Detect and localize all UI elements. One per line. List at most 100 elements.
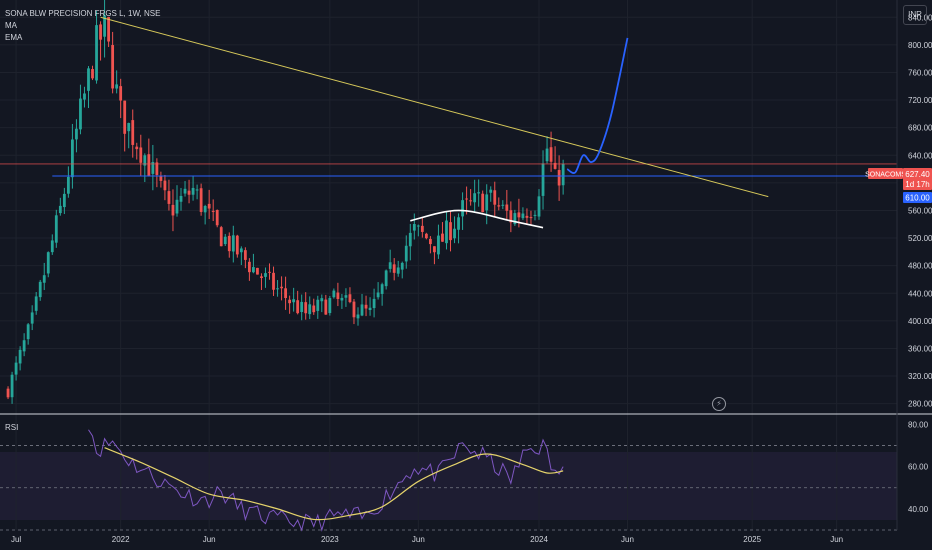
indicator-ma[interactable]: MA: [5, 21, 17, 30]
candle-body: [332, 290, 336, 298]
candle-body: [42, 275, 46, 283]
price-tick-label: 480.00: [908, 262, 932, 271]
candle-body: [469, 200, 473, 202]
candle-body: [340, 297, 344, 301]
candle-body: [428, 238, 432, 245]
candle-body: [71, 139, 74, 178]
candle-body: [320, 298, 324, 302]
candle-body: [10, 374, 14, 398]
currency-button[interactable]: INR: [903, 5, 927, 25]
candle-body: [195, 189, 199, 191]
rsi-label[interactable]: RSI: [5, 423, 19, 432]
candle-body: [95, 25, 98, 81]
price-axis[interactable]: 840.00800.00760.00720.00680.00640.00600.…: [908, 13, 932, 408]
candle-body: [336, 292, 340, 299]
rsi-band-fill: [0, 452, 897, 520]
chart-legend[interactable]: SONA BLW PRECISION FRGS L, 1W, NSE MA EM…: [5, 8, 160, 44]
candle-body: [545, 148, 549, 162]
candle-body: [58, 205, 62, 214]
candle-body: [159, 175, 163, 181]
candle-body: [489, 189, 493, 193]
candle-body: [30, 312, 34, 324]
candle-body: [223, 236, 227, 245]
candle-body: [127, 123, 131, 132]
last-price-tag-bg: [903, 168, 932, 190]
trendline: [100, 16, 769, 198]
candle-body: [280, 286, 283, 289]
candle-body: [163, 180, 167, 191]
symbol-tag-bg: [868, 168, 903, 179]
indicator-ema[interactable]: EMA: [5, 33, 23, 42]
price-tick-label: 560.00: [908, 206, 932, 215]
candle-body: [477, 192, 481, 194]
candle-body: [276, 288, 279, 290]
candle-body: [292, 299, 296, 303]
candle-body: [14, 362, 18, 375]
candle-body: [368, 307, 372, 311]
candle-body: [203, 206, 207, 213]
candle-body: [308, 304, 312, 315]
price-tick-label: 800.00: [908, 41, 932, 50]
candle-body: [199, 188, 203, 212]
candle-body: [501, 204, 505, 206]
time-tick-label: Jun: [203, 535, 216, 544]
candle-body: [453, 228, 456, 239]
candle-body: [549, 147, 553, 162]
candle-body: [155, 162, 159, 175]
candle-body: [167, 191, 171, 204]
candle-body: [392, 264, 396, 273]
candle-body: [513, 213, 517, 225]
rsi-axis[interactable]: 80.00 60.00 40.00: [908, 420, 929, 513]
time-axis[interactable]: Jul 2022 Jun 2023 Jun 2024 Jun 2025 Jun: [11, 535, 843, 544]
candle-body: [191, 187, 195, 195]
candle-body: [525, 215, 529, 218]
time-tick-label: Jun: [621, 535, 634, 544]
time-tick-label: 2022: [112, 535, 130, 544]
candle-body: [175, 199, 179, 214]
candle-body: [553, 162, 557, 169]
price-tick-label: 320.00: [908, 372, 932, 381]
candle-body: [521, 213, 525, 219]
candle-body: [533, 214, 537, 216]
price-tick-label: 840.00: [908, 13, 932, 22]
candle-body: [324, 299, 328, 315]
candle-body: [356, 314, 360, 319]
candle-body: [34, 296, 38, 311]
candle-body: [505, 204, 509, 211]
drawing-overlays: [0, 16, 897, 229]
candle-body: [227, 235, 231, 252]
candle-body: [376, 292, 380, 298]
candle-body: [352, 301, 356, 318]
price-tick-label: 440.00: [908, 289, 932, 298]
candle-body: [380, 284, 384, 294]
candle-body: [264, 273, 267, 277]
candle-body: [481, 193, 485, 213]
candle-body: [38, 281, 42, 298]
candle-body: [384, 270, 388, 287]
candle-body: [243, 250, 247, 260]
price-tick-label: 280.00: [908, 400, 932, 409]
candle-body: [215, 209, 219, 226]
candle-body: [87, 68, 90, 91]
lightning-icon[interactable]: ⚡: [712, 397, 726, 411]
candle-body: [344, 295, 348, 298]
price-grid: [0, 0, 897, 530]
candle-body: [103, 15, 106, 37]
candle-body: [119, 86, 123, 101]
time-tick-label: 2023: [321, 535, 339, 544]
candle-body: [388, 262, 392, 269]
candle-body: [211, 210, 215, 212]
chart-title[interactable]: SONA BLW PRECISION FRGS L, 1W, NSE: [5, 9, 161, 18]
candle-body: [288, 299, 292, 304]
candle-body: [372, 298, 376, 309]
candle-body: [400, 262, 404, 270]
candle-body: [99, 24, 102, 40]
candle-body: [46, 252, 50, 274]
candlestick-series: [6, 0, 565, 404]
candle-body: [187, 190, 191, 195]
candle-body: [91, 69, 94, 79]
time-tick-label: Jun: [830, 535, 843, 544]
candle-body: [328, 298, 332, 314]
candle-body: [445, 220, 448, 244]
